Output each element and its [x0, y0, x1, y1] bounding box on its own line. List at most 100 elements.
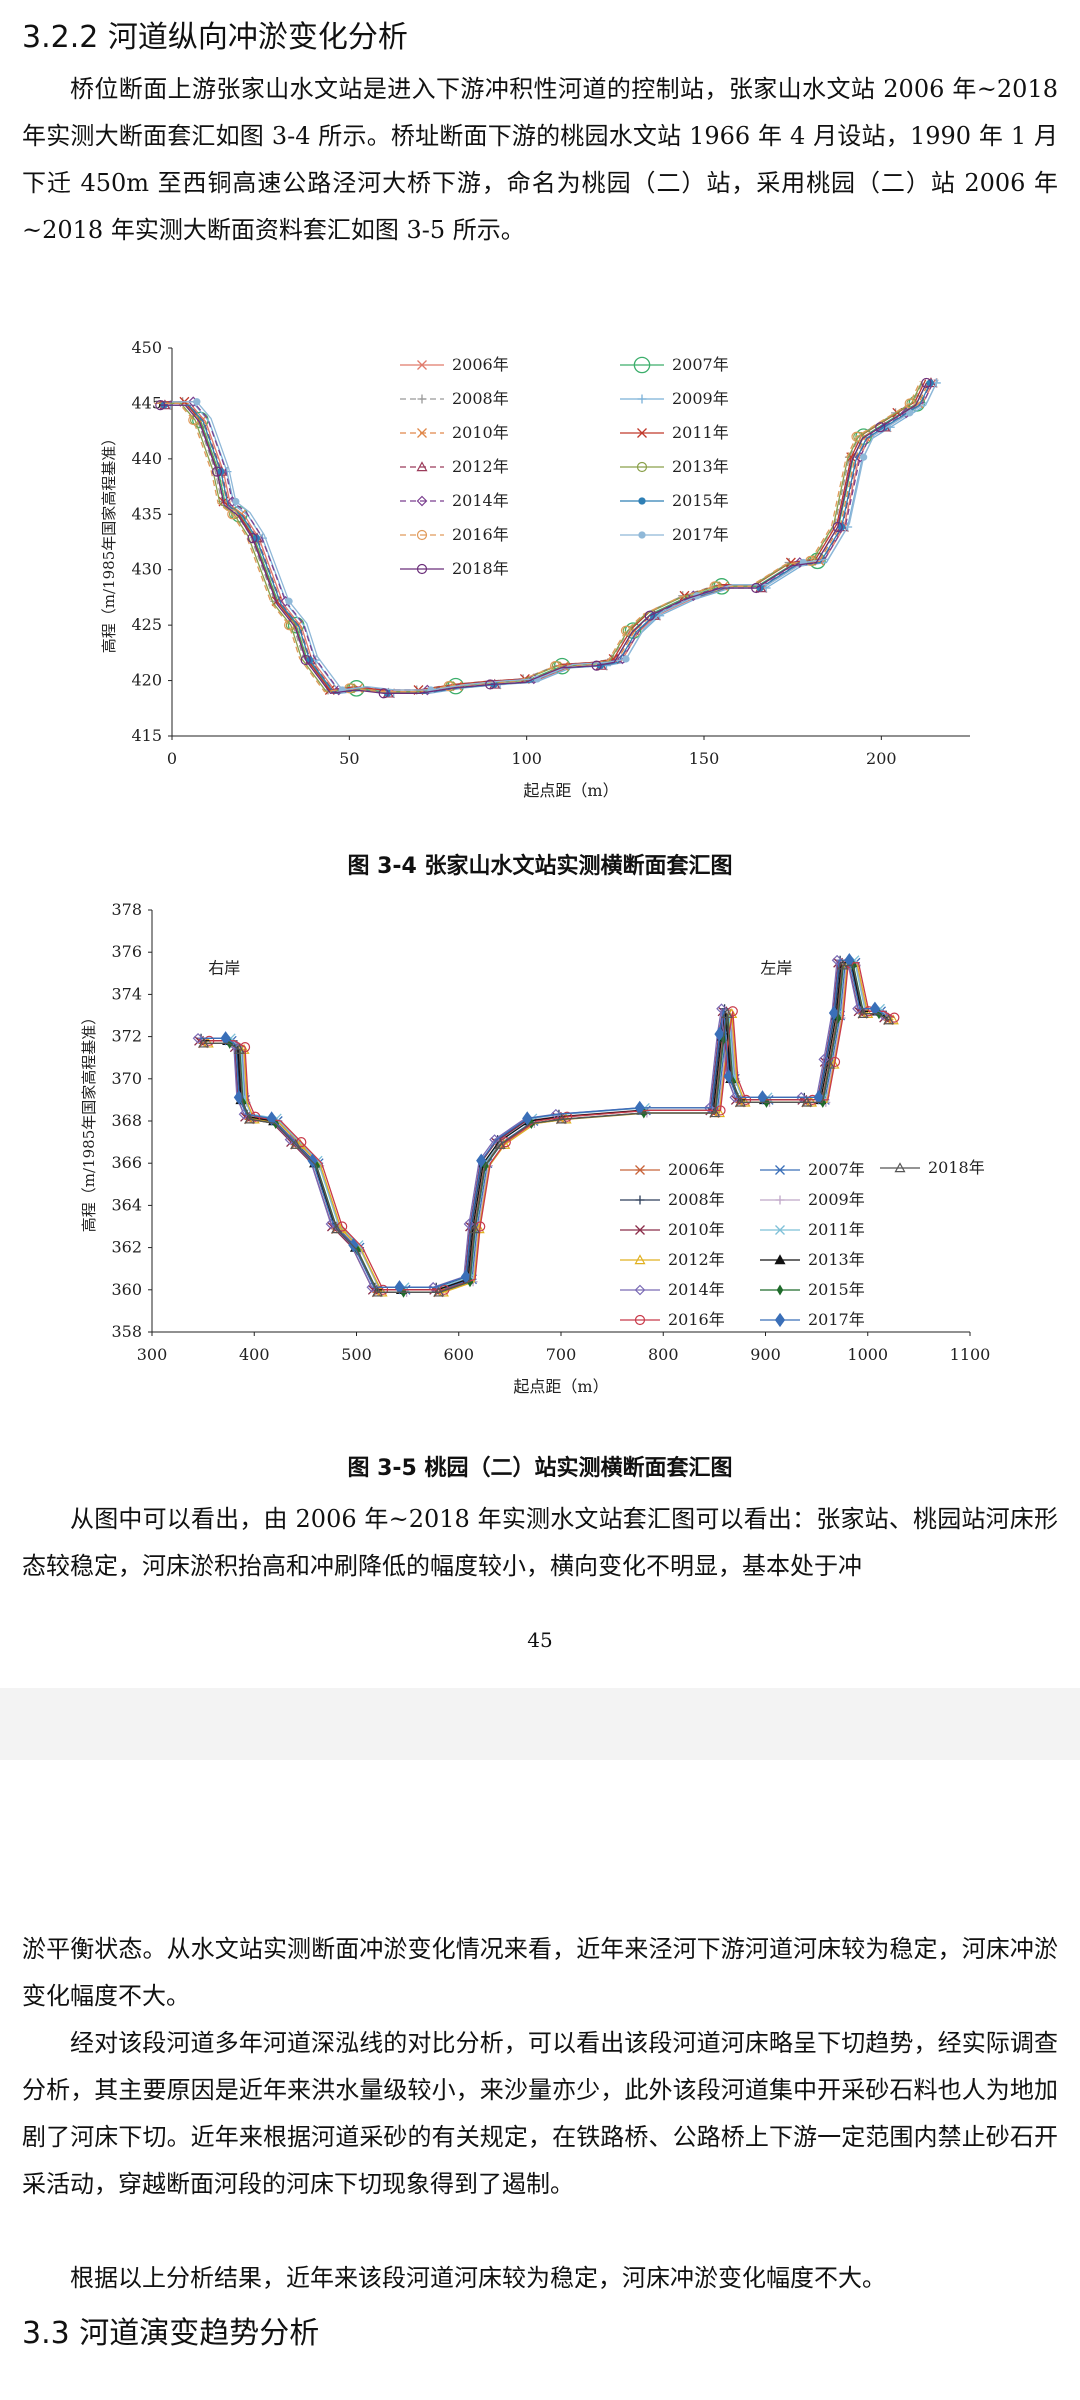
left-bank-label: 左岸: [760, 958, 792, 977]
y-tick-label: 445: [131, 393, 162, 412]
y-tick-label: 415: [131, 726, 162, 745]
legend-label: 2018年: [452, 559, 509, 578]
legend-item: 2016年: [620, 1310, 725, 1329]
right-bank-label: 右岸: [208, 958, 240, 977]
legend-label: 2018年: [928, 1158, 985, 1177]
legend-label: 2013年: [808, 1250, 865, 1269]
series-2006年: [161, 377, 938, 699]
legend-label: 2008年: [452, 389, 509, 408]
x-tick-label: 150: [689, 749, 720, 768]
series-line: [157, 379, 925, 691]
series-line: [166, 382, 934, 694]
legend-item: 2013年: [760, 1250, 865, 1269]
series-2009年: [207, 960, 893, 1297]
x-tick-label: 900: [750, 1345, 781, 1364]
legend-item: 2012年: [620, 1250, 725, 1269]
series-2013年: [202, 957, 888, 1294]
x-tick-label: 500: [341, 1345, 372, 1364]
legend-item: 2009年: [760, 1190, 865, 1209]
y-tick-label: 435: [131, 504, 162, 523]
y-tick-label: 430: [131, 560, 162, 579]
series-2011年: [159, 379, 927, 695]
legend-item: 2009年: [620, 389, 729, 408]
series-2009年: [165, 378, 941, 698]
legend-item: 2017年: [760, 1310, 865, 1329]
series-2018年: [198, 959, 895, 1297]
series-2015年: [160, 379, 934, 697]
series-2018年: [155, 377, 932, 699]
y-tick-label: 425: [131, 615, 162, 634]
legend-item: 2008年: [400, 389, 509, 408]
legend-item: 2011年: [760, 1220, 865, 1239]
x-tick-label: 600: [443, 1345, 474, 1364]
document-page-2: 淤平衡状态。从水文站实测断面冲淤变化情况来看，近年来泾河下游河道河床较为稳定，河…: [0, 1760, 1080, 2400]
legend-item: 2011年: [620, 423, 729, 442]
x-tick-label: 400: [239, 1345, 270, 1364]
legend-label: 2017年: [808, 1310, 865, 1329]
x-tick-label: 300: [137, 1345, 168, 1364]
paragraph-analysis: 从图中可以看出，由 2006 年~2018 年实测水文站套汇图可以看出：张家站、…: [22, 1505, 1058, 1580]
section-heading-3-2-2: 3.2.2 河道纵向冲淤变化分析: [22, 20, 408, 55]
y-tick-label: 366: [111, 1153, 142, 1172]
series-line: [159, 379, 927, 691]
legend-label: 2006年: [668, 1160, 725, 1179]
series-2012年: [202, 959, 899, 1297]
legend-label: 2011年: [672, 423, 729, 442]
series-2008年: [196, 955, 891, 1292]
series-line: [208, 964, 894, 1293]
figure-3-4-caption: 图 3-4 张家山水文站实测横断面套汇图: [347, 854, 733, 879]
series-line: [170, 382, 937, 694]
x-tick-label: 200: [866, 749, 897, 768]
y-tick-label: 362: [111, 1238, 142, 1257]
series-2016年: [204, 957, 900, 1295]
y-tick-label: 450: [131, 338, 162, 357]
series-line: [161, 381, 928, 693]
figure-3-5-caption: 图 3-5 桃园（二）站实测横断面套汇图: [347, 1456, 733, 1481]
legend-label: 2014年: [668, 1280, 725, 1299]
legend-item: 2016年: [400, 525, 509, 544]
paragraph-thalweg-analysis: 经对该段河道多年河道深泓线的对比分析，可以看出该段河道河床略呈下切趋势，经实际调…: [22, 2029, 1058, 2198]
series-line: [198, 959, 884, 1288]
paragraph-intro: 桥位断面上游张家山水文站是进入下游冲积性河道的控制站，张家山水文站 2006 年…: [22, 75, 1058, 244]
series-2007年: [206, 957, 892, 1295]
legend-item: 2015年: [760, 1280, 865, 1299]
series-line: [164, 382, 932, 694]
legend-label: 2010年: [668, 1220, 725, 1239]
series-2011年: [205, 955, 891, 1293]
legend-label: 2010年: [452, 423, 509, 442]
series-line: [203, 964, 889, 1293]
x-tick-label: 0: [167, 749, 177, 768]
series-line: [202, 962, 888, 1291]
legend-item: 2008年: [620, 1190, 725, 1209]
legend-label: 2012年: [668, 1250, 725, 1269]
document-page-1: 3.2.2 河道纵向冲淤变化分析 桥位断面上游张家山水文站是进入下游冲积性河道的…: [0, 0, 1080, 1688]
series-line: [156, 381, 923, 693]
x-axis-label: 起点距（m）: [513, 1377, 608, 1396]
section-heading-3-3: 3.3 河道演变趋势分析: [22, 2316, 320, 2351]
legend-label: 2012年: [452, 457, 509, 476]
chart-zhangjiashan-cross-section: 0 50 100 150 200 415 420 425 430 435 440 445 450 起点距（…: [100, 338, 970, 800]
legend-item: 2014年: [620, 1280, 725, 1299]
x-tick-label: 100: [511, 749, 542, 768]
y-axis-label: 高程（m/1985年国家高程基准）: [100, 431, 118, 653]
page-number: 45: [527, 1628, 553, 1652]
x-axis-label: 起点距（m）: [523, 781, 618, 800]
legend-label: 2015年: [808, 1280, 865, 1299]
series-2010年: [163, 381, 930, 694]
y-tick-label: 374: [111, 984, 142, 1003]
y-tick-label: 368: [111, 1111, 142, 1130]
legend-label: 2013年: [672, 457, 729, 476]
y-tick-label: 360: [111, 1280, 142, 1299]
series-2006年: [198, 960, 894, 1298]
legend-item: 2014年: [400, 491, 509, 510]
legend-label: 2011年: [808, 1220, 865, 1239]
series-2007年: [161, 381, 928, 697]
series-2015年: [204, 959, 890, 1298]
y-tick-label: 376: [111, 942, 142, 961]
series-line: [160, 382, 927, 694]
y-tick-label: 440: [131, 449, 162, 468]
legend-item: 2018年: [880, 1158, 985, 1177]
legend-item: 2010年: [400, 423, 509, 442]
legend-item: 2015年: [620, 491, 729, 510]
legend: 2006年 2007年 2008年 2009年 2010年 2011年 2012年 2013年…: [400, 355, 729, 578]
